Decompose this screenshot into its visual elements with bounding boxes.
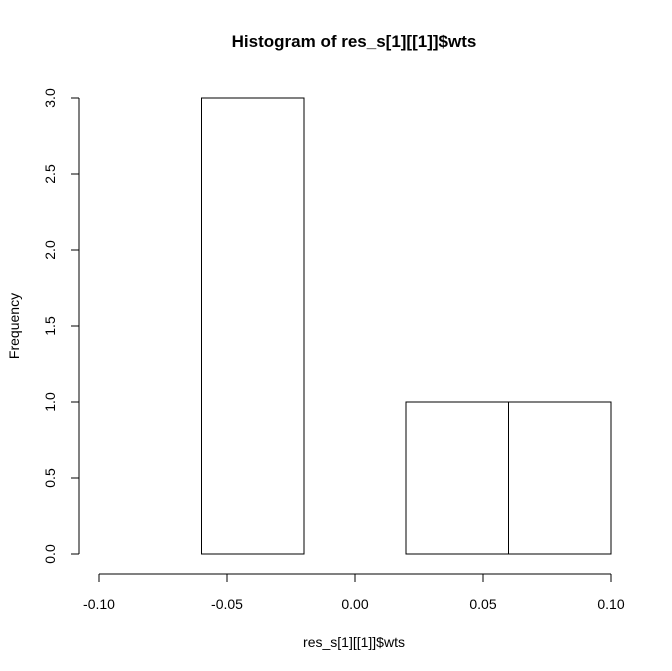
x-axis-label: res_s[1][[1]]$wts (303, 634, 405, 650)
x-tick-label: -0.05 (211, 596, 243, 612)
histogram-bar-3 (405, 401, 510, 555)
x-tick-label: 0.10 (597, 596, 624, 612)
y-tick-label: 0.0 (42, 544, 58, 564)
histogram-bar-1 (200, 97, 305, 555)
y-axis: 0.0 0.5 1.0 1.5 2.0 2.5 3.0 (42, 88, 80, 564)
x-tick-label: -0.10 (83, 596, 115, 612)
y-tick-label: 3.0 (42, 88, 58, 108)
y-tick-label: 0.5 (42, 468, 58, 488)
x-tick-label: 0.05 (469, 596, 496, 612)
y-tick-label: 2.0 (42, 240, 58, 260)
chart-title: Histogram of res_s[1][[1]]$wts (232, 32, 477, 51)
bars-group (200, 97, 612, 555)
y-tick-label: 2.5 (42, 164, 58, 184)
y-tick-label: 1.5 (42, 316, 58, 336)
x-axis: -0.10 -0.05 0.00 0.05 0.10 (83, 573, 625, 612)
x-tick-label: 0.00 (341, 596, 368, 612)
y-tick-label: 1.0 (42, 392, 58, 412)
histogram-bar-4 (508, 401, 612, 555)
y-axis-label: Frequency (6, 293, 22, 359)
